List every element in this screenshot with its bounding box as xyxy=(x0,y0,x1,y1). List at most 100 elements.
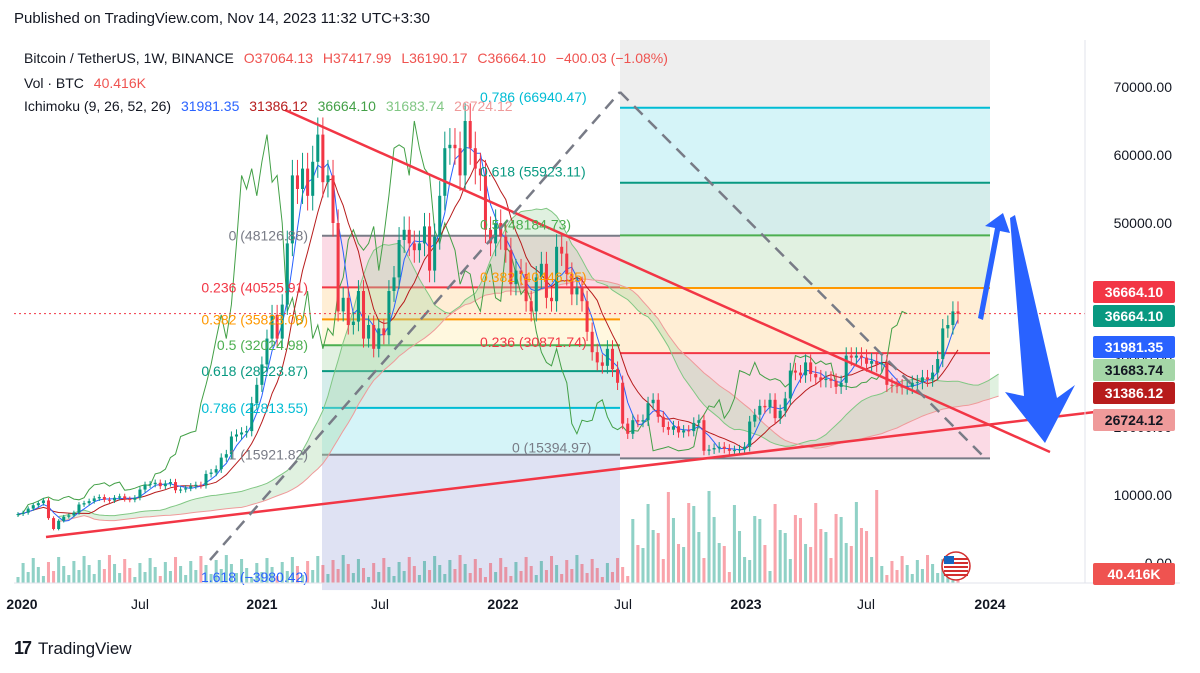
candle-body xyxy=(433,236,437,271)
forecast-down-arrow xyxy=(1005,215,1075,443)
volume-bar xyxy=(849,546,853,583)
time-axis-label: 2024 xyxy=(974,596,1005,612)
volume-bar xyxy=(219,569,223,583)
candle-body xyxy=(768,399,772,408)
ohlc-close: C36664.10 xyxy=(477,50,546,66)
candle-body xyxy=(214,469,218,473)
candle-body xyxy=(21,512,25,515)
candle-body xyxy=(829,378,833,381)
volume-bar xyxy=(925,555,930,583)
volume-bar xyxy=(534,575,538,583)
volume-bar xyxy=(372,563,376,583)
candle-body xyxy=(412,243,416,251)
candle-body xyxy=(555,246,559,302)
candle-body xyxy=(443,148,447,196)
fib1-zone xyxy=(322,345,620,372)
ichimoku-span-a: 31683.74 xyxy=(385,98,445,114)
volume-bar xyxy=(62,566,66,583)
volume-bar xyxy=(52,571,56,583)
legend-ichimoku-row: Ichimoku (9, 26, 52, 26) 31981.35 31386.… xyxy=(24,98,519,114)
price-tag-span-a: 31683.74 xyxy=(1093,359,1175,381)
candle-body xyxy=(758,405,762,415)
volume-bar xyxy=(407,557,411,583)
volume-bar xyxy=(717,543,721,583)
candle-body xyxy=(702,420,706,451)
fib1-trend-dashed xyxy=(209,91,621,561)
volume-bar xyxy=(443,574,447,583)
fib2-level-label: 0.236 (30871.74) xyxy=(480,334,587,350)
volume-bar xyxy=(509,576,513,583)
volume-label: Vol · BTC xyxy=(24,75,84,91)
volume-bar xyxy=(687,503,691,583)
candle-body xyxy=(504,236,508,251)
volume-bar xyxy=(865,531,869,583)
candle-body xyxy=(453,144,457,149)
candle-body xyxy=(514,270,518,285)
volume-bar xyxy=(702,558,706,583)
volume-bar xyxy=(651,530,655,583)
tradingview-logo[interactable]: 17 TradingView xyxy=(14,638,132,659)
symbol-name: Bitcoin / TetherUS, 1W, BINANCE xyxy=(24,50,234,66)
fib1-level-label: 0.786 (22813.55) xyxy=(201,400,308,416)
volume-bar xyxy=(377,572,381,583)
candle-body xyxy=(951,311,955,325)
candle-body xyxy=(87,501,91,504)
candle-body xyxy=(727,448,731,451)
candle-body xyxy=(809,362,813,374)
ichimoku-span-a-line xyxy=(58,207,999,517)
volume-bar xyxy=(661,559,665,583)
volume-bar xyxy=(138,563,142,583)
candle-body xyxy=(834,380,838,387)
candle-body xyxy=(72,512,76,516)
candle-body xyxy=(539,263,543,278)
volume-bar xyxy=(107,555,111,583)
ichimoku-lagging: 36664.10 xyxy=(317,98,376,114)
candle-body xyxy=(956,311,960,314)
candle-body xyxy=(661,416,665,427)
volume-bar xyxy=(600,577,604,583)
candle-body xyxy=(295,175,299,189)
candle-body xyxy=(641,420,645,422)
volume-bar xyxy=(677,544,681,583)
candle-body xyxy=(880,363,884,365)
candle-body xyxy=(524,274,528,302)
volume-bar xyxy=(824,532,828,583)
volume-bar xyxy=(321,565,325,583)
candle-body xyxy=(798,372,803,376)
ascending-trendline xyxy=(45,410,1096,539)
ichimoku-span-b: 26724.12 xyxy=(454,98,513,114)
candle-body xyxy=(118,496,122,498)
candle-body xyxy=(250,403,254,432)
fib1-zone xyxy=(322,454,620,591)
candle-body xyxy=(128,499,132,501)
fib2-zone xyxy=(620,182,990,236)
candle-body xyxy=(41,500,45,504)
volume-bar xyxy=(773,504,777,583)
candle-body xyxy=(621,382,625,424)
volume-bar xyxy=(885,575,889,583)
volume-bar xyxy=(814,503,818,583)
volume-bar xyxy=(890,561,894,583)
volume-bar xyxy=(224,555,228,583)
candle-body xyxy=(229,436,233,455)
candle-body xyxy=(737,449,742,451)
fib2-zone xyxy=(620,235,990,288)
volume-bar xyxy=(402,571,406,583)
candle-body xyxy=(173,482,178,491)
volume-value: 40.416K xyxy=(93,75,146,91)
candle-body xyxy=(372,325,376,349)
candle-body xyxy=(600,362,604,366)
candle-body xyxy=(336,223,340,312)
volume-bar xyxy=(118,573,122,583)
candle-body xyxy=(356,291,360,322)
candle-body xyxy=(234,434,239,437)
candle-body xyxy=(377,328,381,349)
tradingview-mark-icon: 17 xyxy=(14,638,32,658)
volume-bar xyxy=(489,563,493,583)
volume-bar xyxy=(499,558,503,583)
volume-bar xyxy=(900,556,904,583)
candle-body xyxy=(107,499,111,501)
volume-bar xyxy=(148,558,152,583)
volume-bar xyxy=(311,570,315,583)
